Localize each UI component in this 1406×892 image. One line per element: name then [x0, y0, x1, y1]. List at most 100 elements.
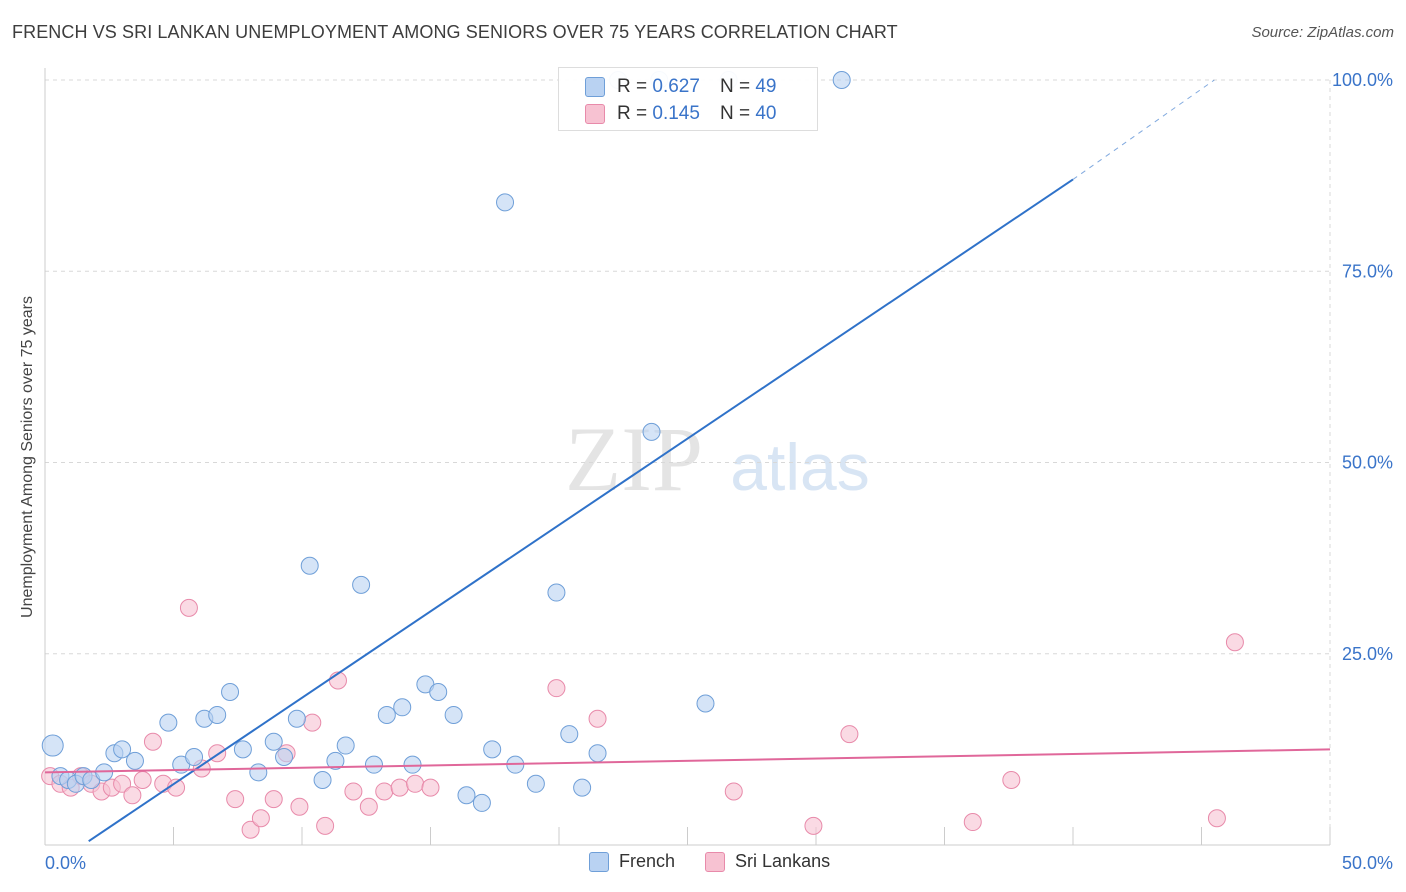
watermark-zip: ZIP [565, 408, 703, 510]
sri-lankans-point [406, 774, 425, 793]
sri-lankans-point [143, 732, 162, 751]
sri-lankans-point [1207, 809, 1226, 828]
watermark-atlas: atlas [730, 430, 869, 504]
sri-lankans-r-value: 0.145 [652, 103, 700, 124]
y-tick-label: 75.0% [1342, 261, 1393, 281]
sri-lankans-point [241, 820, 260, 839]
correlation-legend: R = 0.627 N = 49 R = 0.145 N = 40 [558, 67, 818, 131]
french-points [41, 71, 851, 812]
sri-lankans-point [390, 778, 409, 797]
french-point [429, 683, 448, 701]
french-point [275, 748, 294, 767]
sri-lankans-point [547, 679, 566, 698]
french-point [264, 732, 283, 751]
french-point [457, 786, 476, 805]
french-point [377, 705, 396, 724]
sri-lankans-point [375, 782, 394, 801]
french-swatch [585, 77, 605, 97]
sri-lankans-legend-swatch [705, 851, 726, 872]
x-tick-label: 0.0% [45, 853, 86, 873]
sri-lankans-point [316, 816, 335, 835]
series-legend: French Sri Lankans [589, 851, 860, 872]
legend-item-sri-lankans: Sri Lankans [705, 851, 830, 872]
french-point [364, 755, 383, 774]
french-point [573, 778, 592, 797]
french-point [113, 740, 132, 759]
french-point [313, 770, 332, 789]
sri-lankans-point [226, 790, 245, 809]
chart-title: FRENCH VS SRI LANKAN UNEMPLOYMENT AMONG … [12, 22, 898, 42]
trend-lines [44, 79, 1331, 843]
sri-lankans-point [123, 786, 142, 805]
french-trend-extension [1072, 79, 1215, 180]
sri-lankans-point [1225, 633, 1244, 652]
sri-lankans-point [804, 816, 823, 835]
french-point [832, 71, 851, 89]
grid-lines [45, 79, 1331, 845]
sri-lankans-point [303, 713, 322, 732]
french-point [642, 422, 661, 441]
french-point [249, 763, 268, 782]
r-label: R = [617, 103, 648, 124]
legend-item-french: French [589, 851, 675, 872]
y-tick-label: 25.0% [1342, 644, 1393, 664]
y-tick-label: 50.0% [1342, 453, 1393, 473]
french-point [472, 793, 491, 812]
french-point [588, 744, 607, 763]
french-legend-swatch [589, 851, 609, 872]
sri-lankans-n-value: 40 [755, 103, 777, 124]
french-point [496, 193, 515, 212]
tick-labels: 25.0% 50.0% 75.0% 100.0% 0.0% 50.0% [45, 70, 1393, 873]
french-trend-line [88, 178, 1074, 843]
sri-lankans-point [1002, 770, 1021, 789]
legend-row-sri-lankans: R = 0.145 N = 40 [585, 102, 776, 126]
french-point [326, 751, 345, 770]
source-credit: Source: ZipAtlas.com [1251, 24, 1394, 41]
sri-lankans-point [179, 598, 198, 617]
french-point [352, 575, 371, 594]
french-point [300, 556, 319, 575]
sri-lankans-point [840, 725, 859, 744]
french-point [336, 736, 355, 755]
n-label: N = [719, 103, 751, 124]
french-point [125, 751, 144, 770]
french-point [483, 740, 502, 759]
french-legend-label: French [619, 851, 676, 871]
sri-lankans-point [963, 813, 982, 832]
sri-lankans-point [113, 774, 132, 793]
french-point [41, 734, 64, 757]
y-tick-label: 100.0% [1332, 70, 1393, 90]
x-tick-label: 50.0% [1342, 853, 1393, 873]
french-point [185, 748, 204, 767]
sri-lankans-point [421, 778, 440, 797]
french-point [444, 705, 463, 724]
french-point [560, 725, 579, 744]
sri-lankans-point [133, 770, 152, 789]
r-label: R = [617, 76, 648, 97]
french-point [696, 694, 715, 713]
french-point [526, 774, 545, 793]
french-point [159, 713, 178, 732]
sri-lankans-point [264, 790, 283, 809]
sri-lankans-point [588, 709, 607, 728]
sri-lankans-point [251, 809, 270, 828]
axes [44, 68, 1331, 846]
french-point [233, 740, 252, 759]
sri-lankans-point [359, 797, 378, 816]
sri-lankans-swatch [585, 104, 605, 124]
french-n-value: 49 [755, 76, 777, 97]
sri-lankans-point [290, 797, 309, 816]
french-point [393, 698, 412, 717]
sri-lankans-point [344, 782, 363, 801]
n-label: N = [719, 76, 751, 97]
legend-row-french: R = 0.627 N = 49 [585, 75, 776, 99]
sri-lankans-trend-line [44, 748, 1331, 774]
french-point [547, 583, 566, 602]
sri-lankans-legend-label: Sri Lankans [735, 851, 831, 871]
french-r-value: 0.627 [652, 76, 700, 97]
french-point [208, 705, 227, 724]
sri-lankans-point [724, 782, 743, 801]
french-point [221, 683, 240, 701]
french-point [287, 709, 306, 728]
